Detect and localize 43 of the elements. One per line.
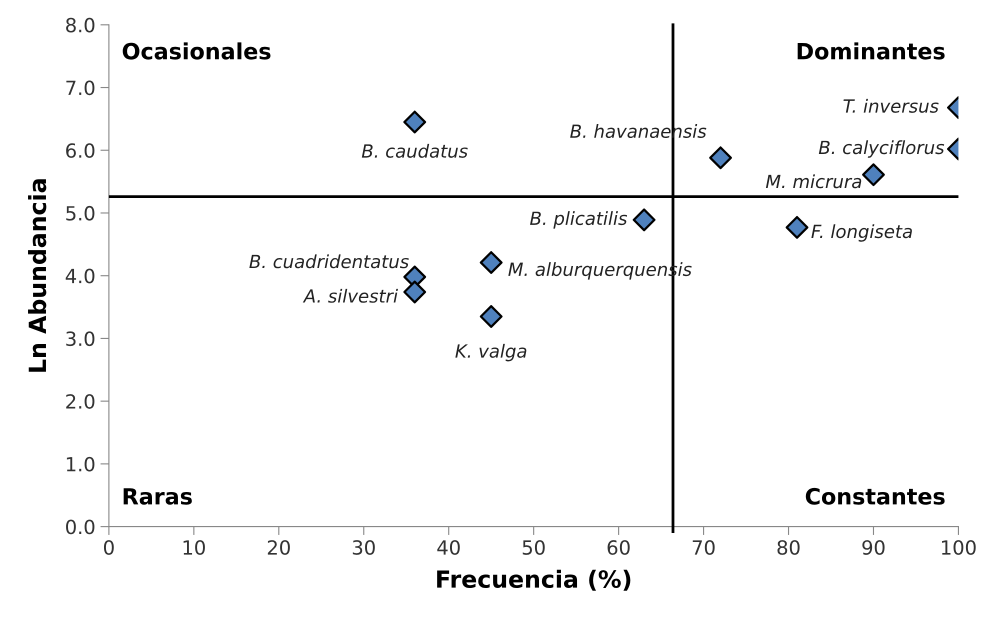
x-tick-label: 50 [522, 540, 545, 555]
annotation: B. cuadridentatus [249, 254, 409, 268]
x-tick-label: 40 [437, 540, 460, 555]
y-tick-label: 5.0 [66, 206, 94, 221]
y-axis-title: Ln Abundancia [28, 179, 46, 372]
x-tick-label: 60 [608, 540, 630, 555]
x-tick-label: 90 [862, 540, 885, 555]
annotation: Constantes [806, 488, 945, 505]
x-tick-label: 80 [777, 540, 800, 555]
x-tick-label: 10 [184, 540, 205, 555]
point [403, 110, 426, 134]
point [480, 305, 503, 328]
annotation: B. plicatilis [530, 211, 628, 229]
x-axis-title: Frecuencia (%) [437, 570, 630, 591]
y-tick-label: 1.0 [66, 456, 94, 472]
point [709, 146, 732, 170]
y-tick-label: 7.0 [66, 80, 94, 96]
annotation: Raras [124, 488, 192, 505]
point [480, 251, 503, 274]
y-tick-label: 6.0 [66, 143, 94, 158]
x-tick-label: 20 [268, 540, 290, 555]
y-tick-label: 4.0 [66, 268, 94, 284]
point [862, 163, 885, 186]
x-tick-label: 100 [942, 540, 976, 555]
point [403, 280, 426, 304]
annotation: A. silvestri [302, 288, 398, 303]
y-tick-label: 3.0 [66, 331, 94, 346]
annotation: F. longiseta [811, 224, 912, 242]
y-tick-label: 8.0 [66, 18, 94, 32]
y-tick-label: 0.0 [66, 520, 94, 534]
annotation: M. micrura [766, 174, 862, 188]
annotation: Ocasionales [122, 42, 270, 60]
annotation: T. inversus [843, 98, 939, 113]
annotation: B. caudatus [362, 144, 468, 158]
x-tick-label: 0 [104, 540, 114, 555]
point [786, 216, 808, 239]
point [632, 208, 656, 232]
y-tick-label: 2.0 [66, 394, 94, 409]
annotation: K. valga [455, 344, 526, 362]
annotation: B. calyciflorus [818, 140, 944, 158]
x-tick-label: 30 [352, 540, 375, 555]
annotation: Dominantes [798, 42, 945, 60]
x-tick-label: 70 [692, 540, 715, 555]
